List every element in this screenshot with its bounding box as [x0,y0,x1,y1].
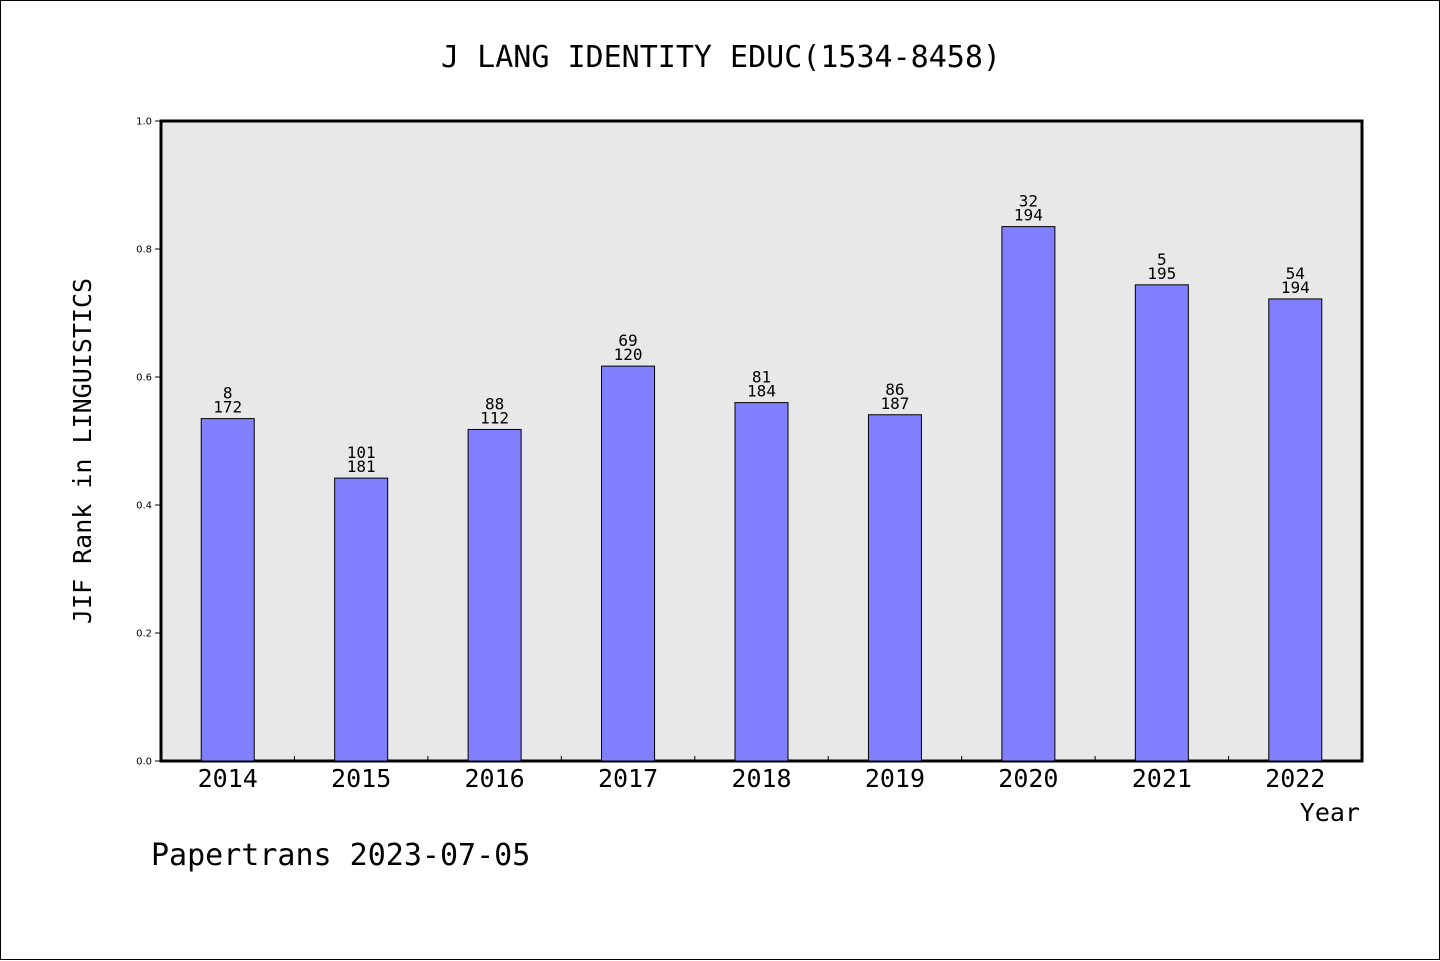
data-label-total: 194 [1281,278,1310,297]
x-tick-label: 2022 [1265,764,1325,793]
bar-2019 [867,414,922,762]
data-label-total: 184 [747,382,776,401]
data-label-total: 120 [614,345,643,364]
y-tick-label: 0.8 [136,245,152,256]
data-label-rank: 81 [752,368,771,387]
data-label-rank: 8 [223,384,233,403]
data-label-rank: 69 [618,331,637,350]
bar-2017 [601,365,656,762]
data-label-rank: 32 [1019,192,1038,211]
data-label-total: 194 [1014,206,1043,225]
bars-group [200,226,1323,762]
x-tick-labels: 2014 2015 2016 2017 2018 2019 2020 2021 2022 [198,764,1326,793]
y-tick-label: 1.0 [136,117,152,128]
bar-2015 [334,477,389,762]
x-tick-label: 2018 [731,764,791,793]
x-tick-label: 2019 [865,764,925,793]
data-label-total: 172 [213,398,242,417]
y-tick-label: 0.2 [136,629,152,640]
x-tick-label: 2017 [598,764,658,793]
y-tick-label: 0.6 [136,373,152,384]
y-axis-label: JIF Rank in LINGUISTICS [68,278,97,624]
x-tick-label: 2015 [331,764,391,793]
x-axis-ticks [293,756,1230,761]
y-tick-label: 0.4 [136,501,152,512]
data-label-total: 195 [1147,264,1176,283]
data-label-rank: 5 [1157,250,1167,269]
data-label-total: 187 [880,394,909,413]
bar-2022 [1268,298,1323,762]
data-label-rank: 86 [885,380,904,399]
x-tick-label: 2020 [998,764,1058,793]
data-label-rank: 88 [485,394,504,413]
bar-2016 [467,428,522,762]
bar-2021 [1134,284,1189,762]
bar-2018 [734,402,789,762]
x-tick-label: 2021 [1132,764,1192,793]
data-label-total: 181 [347,457,376,476]
chart-title: J LANG IDENTITY EDUC(1534-8458) [441,40,1001,75]
data-label-rank: 101 [347,443,376,462]
x-axis-label: Year [1300,798,1360,827]
footer-credit: Papertrans 2023-07-05 [151,838,530,873]
x-tick-label: 2016 [465,764,525,793]
data-label-rank: 54 [1286,264,1305,283]
data-label-total: 112 [480,408,509,427]
bar-2020 [1001,226,1056,762]
y-axis: 0.0 0.2 0.4 0.6 0.8 1.0 [136,117,161,768]
x-tick-label: 2014 [198,764,258,793]
y-tick-label: 0.0 [136,757,152,768]
bar-2014 [200,418,255,762]
